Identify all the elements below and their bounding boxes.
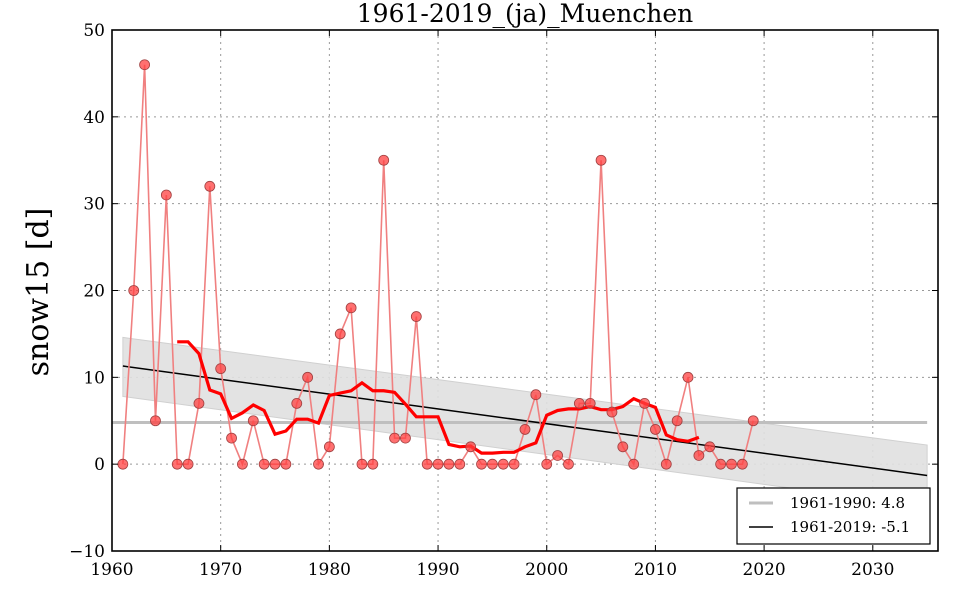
data-point (747, 415, 759, 427)
y-tick-label: 50 (83, 21, 105, 41)
data-point (258, 458, 270, 470)
trend-line (122, 365, 928, 477)
ticks: 1960 1970 1980 1990 2000 2010 2020 2030−1001020… (69, 21, 938, 580)
data-point (530, 389, 542, 401)
data-point (486, 458, 498, 470)
data-point (389, 432, 400, 444)
x-tick-label: 1960 (90, 560, 133, 580)
data-point (432, 458, 444, 470)
x-tick-label: 1980 (308, 560, 351, 580)
data-point (497, 458, 509, 470)
data-point (367, 458, 379, 470)
data-point (671, 415, 683, 427)
data-point (237, 458, 248, 470)
data-point (182, 458, 194, 470)
x-tick-label: 1970 (199, 560, 242, 580)
data-point (128, 285, 140, 296)
data-point (541, 458, 553, 470)
data-point (291, 397, 303, 409)
data-point (715, 458, 727, 470)
data-point (378, 154, 390, 166)
data-point (345, 302, 357, 314)
data-point (226, 432, 237, 444)
legend-box (736, 487, 931, 545)
data-point (356, 458, 368, 470)
x-tick-label: 2010 (634, 560, 677, 580)
data-point (280, 458, 292, 470)
points-group (117, 59, 759, 470)
data-point (269, 458, 281, 470)
x-tick-label: 2030 (851, 560, 894, 580)
data-point (443, 458, 455, 470)
data-point (726, 458, 737, 470)
data-point (171, 458, 183, 470)
data-point (454, 458, 466, 470)
x-tick-label: 1990 (416, 560, 459, 580)
data-point (193, 397, 205, 409)
data-point (421, 458, 433, 470)
x-tick-label: 2000 (525, 560, 568, 580)
data-point (573, 397, 585, 409)
chart-title: 1961-2019_(ja)_Muenchen (357, 0, 693, 28)
data-point (204, 180, 216, 192)
legend: 1961-1990: 4.8 1961-2019: -5.1 (736, 487, 931, 545)
y-tick-label: −10 (69, 542, 105, 562)
data-point (650, 424, 661, 435)
data-point (606, 406, 618, 418)
y-tick-label: 40 (83, 108, 105, 128)
data-point (334, 328, 346, 340)
data-point (595, 154, 607, 166)
legend-reference-label: 1961-1990: 4.8 (790, 494, 905, 512)
data-point (160, 189, 172, 201)
data-point (736, 458, 748, 470)
data-point (693, 450, 705, 461)
data-point (508, 458, 520, 470)
y-tick-label: 30 (83, 195, 105, 215)
data-point (400, 432, 411, 444)
data-point (628, 458, 640, 470)
data-point (617, 441, 629, 453)
data-point (410, 311, 422, 322)
data-point (519, 424, 531, 435)
data-point (639, 397, 650, 409)
y-axis-label: snow15 [d] (21, 208, 56, 377)
data-point (117, 458, 129, 470)
data-point (682, 371, 694, 383)
data-point (584, 397, 596, 409)
data-point (660, 458, 672, 470)
y-tick-label: 0 (94, 455, 105, 475)
data-point (704, 441, 716, 453)
data-point (247, 415, 259, 427)
data-point (302, 371, 314, 383)
x-tick-label: 2020 (742, 560, 785, 580)
y-tick-label: 20 (83, 282, 105, 302)
data-point (476, 458, 487, 470)
data-point (313, 458, 324, 470)
data-point (323, 441, 335, 453)
data-point (139, 59, 151, 71)
data-point (563, 458, 574, 470)
trend-line-group (122, 365, 928, 477)
data-point (552, 450, 564, 461)
data-point (215, 363, 227, 375)
legend-trend-label: 1961-2019: -5.1 (790, 518, 910, 536)
data-point (150, 415, 161, 427)
data-point (465, 441, 477, 453)
y-tick-label: 10 (83, 368, 105, 388)
